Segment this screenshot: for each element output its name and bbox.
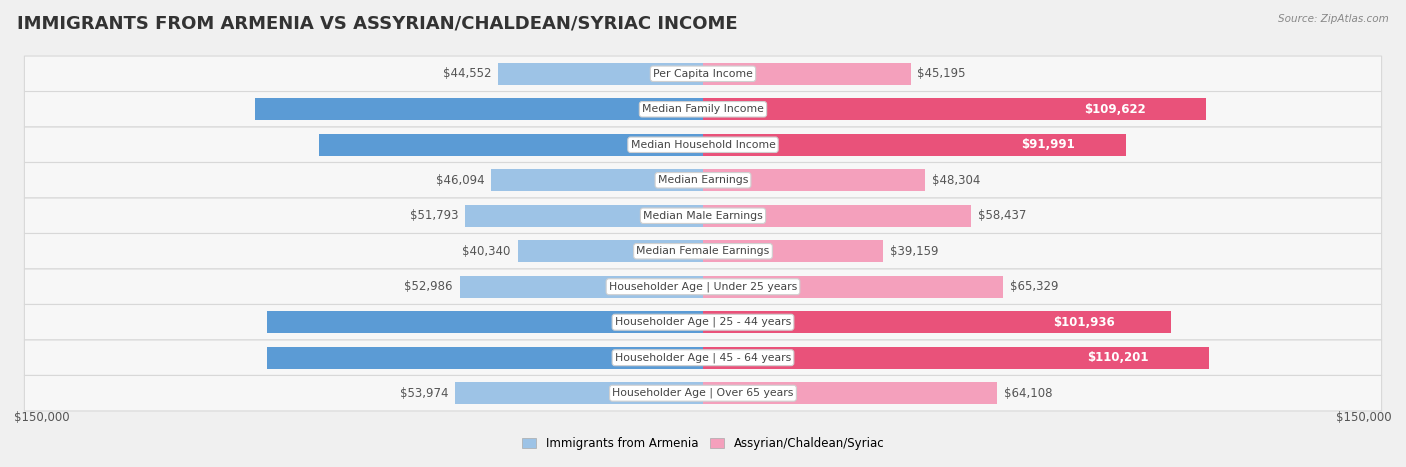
- FancyBboxPatch shape: [24, 198, 1382, 234]
- Text: $91,991: $91,991: [1021, 138, 1074, 151]
- FancyBboxPatch shape: [24, 92, 1382, 127]
- Text: $109,622: $109,622: [1084, 103, 1146, 116]
- Bar: [703, 63, 911, 85]
- Bar: [703, 169, 925, 191]
- Text: $53,974: $53,974: [399, 387, 449, 400]
- Bar: [498, 63, 703, 85]
- Text: $52,986: $52,986: [405, 280, 453, 293]
- Bar: [456, 382, 703, 404]
- Text: $51,793: $51,793: [409, 209, 458, 222]
- Text: IMMIGRANTS FROM ARMENIA VS ASSYRIAN/CHALDEAN/SYRIAC INCOME: IMMIGRANTS FROM ARMENIA VS ASSYRIAN/CHAL…: [17, 14, 738, 32]
- FancyBboxPatch shape: [24, 234, 1382, 269]
- Legend: Immigrants from Armenia, Assyrian/Chaldean/Syriac: Immigrants from Armenia, Assyrian/Chalde…: [517, 432, 889, 455]
- Text: $110,201: $110,201: [1087, 351, 1149, 364]
- Text: $65,329: $65,329: [1010, 280, 1059, 293]
- Text: Householder Age | Under 25 years: Householder Age | Under 25 years: [609, 282, 797, 292]
- Bar: [267, 311, 703, 333]
- Text: $150,000: $150,000: [1336, 411, 1392, 424]
- Bar: [465, 205, 703, 227]
- Bar: [703, 134, 1126, 156]
- Text: $64,108: $64,108: [1004, 387, 1053, 400]
- Bar: [319, 134, 703, 156]
- Text: Source: ZipAtlas.com: Source: ZipAtlas.com: [1278, 14, 1389, 24]
- FancyBboxPatch shape: [24, 56, 1382, 92]
- FancyBboxPatch shape: [24, 269, 1382, 304]
- Text: Householder Age | 25 - 44 years: Householder Age | 25 - 44 years: [614, 317, 792, 327]
- FancyBboxPatch shape: [24, 375, 1382, 411]
- Text: $101,936: $101,936: [1053, 316, 1115, 329]
- Bar: [703, 205, 972, 227]
- Bar: [517, 240, 703, 262]
- Text: Median Household Income: Median Household Income: [630, 140, 776, 150]
- Text: $45,195: $45,195: [918, 67, 966, 80]
- Text: $83,555: $83,555: [657, 138, 711, 151]
- Text: Median Earnings: Median Earnings: [658, 175, 748, 185]
- Bar: [703, 98, 1206, 120]
- Bar: [703, 240, 883, 262]
- Text: $94,867: $94,867: [651, 316, 704, 329]
- Bar: [703, 276, 1002, 298]
- Text: Householder Age | 45 - 64 years: Householder Age | 45 - 64 years: [614, 353, 792, 363]
- Bar: [703, 311, 1171, 333]
- Text: $94,863: $94,863: [651, 351, 704, 364]
- FancyBboxPatch shape: [24, 304, 1382, 340]
- Bar: [254, 98, 703, 120]
- Text: Median Male Earnings: Median Male Earnings: [643, 211, 763, 221]
- FancyBboxPatch shape: [24, 340, 1382, 375]
- Text: Per Capita Income: Per Capita Income: [652, 69, 754, 79]
- Text: Median Family Income: Median Family Income: [643, 104, 763, 114]
- Text: $44,552: $44,552: [443, 67, 492, 80]
- FancyBboxPatch shape: [24, 163, 1382, 198]
- Bar: [703, 347, 1209, 369]
- Text: $48,304: $48,304: [932, 174, 980, 187]
- Text: $39,159: $39,159: [890, 245, 938, 258]
- Bar: [703, 382, 997, 404]
- Text: Median Female Earnings: Median Female Earnings: [637, 246, 769, 256]
- Bar: [267, 347, 703, 369]
- Bar: [460, 276, 703, 298]
- Text: Householder Age | Over 65 years: Householder Age | Over 65 years: [612, 388, 794, 398]
- Text: $58,437: $58,437: [979, 209, 1026, 222]
- Text: $40,340: $40,340: [463, 245, 510, 258]
- Text: $46,094: $46,094: [436, 174, 485, 187]
- Text: $150,000: $150,000: [14, 411, 70, 424]
- FancyBboxPatch shape: [24, 127, 1382, 163]
- Bar: [491, 169, 703, 191]
- Text: $97,605: $97,605: [650, 103, 703, 116]
